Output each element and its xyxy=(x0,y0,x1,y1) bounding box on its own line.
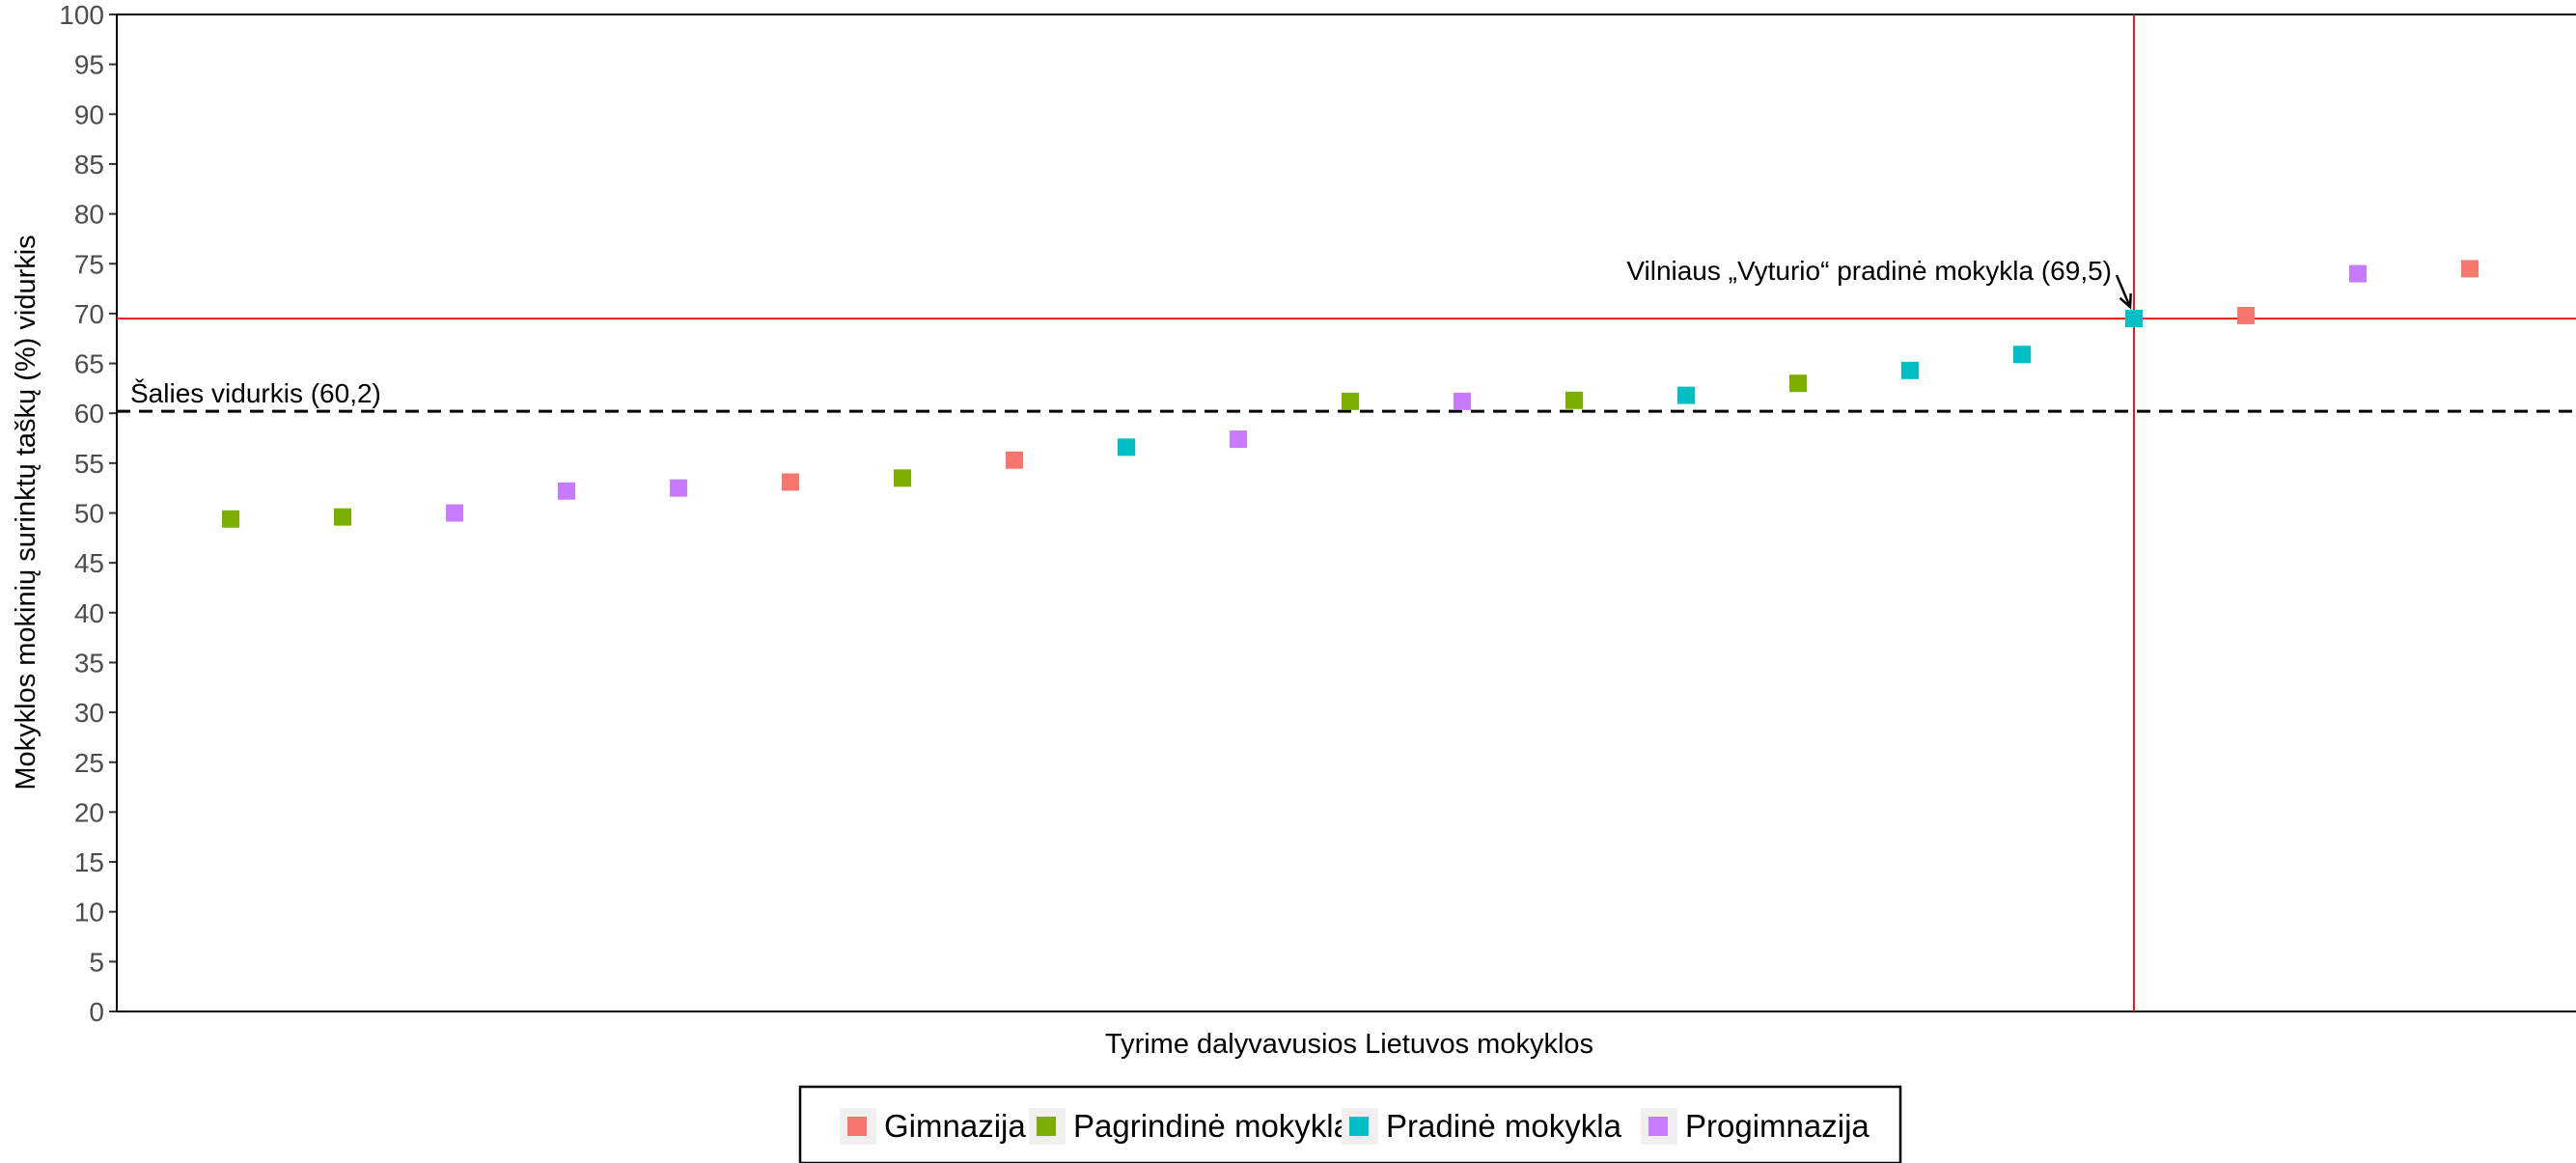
data-point xyxy=(894,469,911,487)
data-point xyxy=(1454,392,1471,410)
y-tick-label: 70 xyxy=(74,299,104,329)
data-point xyxy=(1901,361,1919,379)
y-axis: 0 5 10 15 20 25 30 35 40 45 50 55 60 65 70 75 80 85 90 95 10… xyxy=(59,0,117,1027)
y-tick-label: 45 xyxy=(74,548,104,578)
national-average-label: Šalies vidurkis (60,2) xyxy=(130,378,381,408)
legend-key xyxy=(1037,1117,1056,1136)
data-point xyxy=(2125,310,2143,328)
y-tick-label: 0 xyxy=(89,997,104,1027)
y-tick-label: 60 xyxy=(74,399,104,429)
data-point xyxy=(1789,374,1807,393)
data-point xyxy=(222,510,239,528)
y-tick-label: 30 xyxy=(74,698,104,728)
y-tick-label: 40 xyxy=(74,598,104,628)
y-tick-label: 10 xyxy=(74,898,104,928)
legend-label: Gimnazija xyxy=(884,1108,1026,1144)
legend-label: Pagrindinė mokykla xyxy=(1073,1108,1352,1144)
data-point xyxy=(670,479,687,497)
data-points xyxy=(222,260,2479,528)
data-point xyxy=(2013,346,2031,364)
x-axis-title: Tyrime dalyvavusios Lietuvos mokyklos xyxy=(1105,1029,1593,1060)
data-point xyxy=(1230,430,1247,449)
data-point xyxy=(1565,391,1583,409)
data-point xyxy=(446,504,463,522)
y-tick-label: 65 xyxy=(74,349,104,379)
data-point xyxy=(334,508,351,526)
highlight-school-label: Vilniaus „Vyturio“ pradinė mokykla (69,5… xyxy=(1626,256,2112,286)
data-point xyxy=(558,482,575,500)
data-point xyxy=(1118,438,1135,457)
legend-key xyxy=(847,1117,867,1136)
y-tick-label: 50 xyxy=(74,499,104,529)
y-tick-label: 15 xyxy=(74,847,104,877)
y-tick-label: 100 xyxy=(59,0,104,30)
y-tick-label: 35 xyxy=(74,648,104,678)
data-point xyxy=(2349,264,2367,283)
legend-label: Progimnazija xyxy=(1685,1108,1870,1144)
y-tick-label: 5 xyxy=(89,947,104,977)
y-tick-label: 80 xyxy=(74,200,104,230)
data-point xyxy=(2461,260,2479,278)
data-point xyxy=(1677,386,1695,404)
legend-key xyxy=(1648,1117,1668,1136)
y-axis-title: Mokyklos mokinių surinktų taškų (%) vidu… xyxy=(11,235,42,789)
y-tick-label: 75 xyxy=(74,249,104,279)
data-point xyxy=(1006,451,1023,469)
y-tick-label: 20 xyxy=(74,797,104,827)
y-tick-label: 55 xyxy=(74,449,104,479)
legend-items: Gimnazija Pagrindinė mokykla Pradinė mokyk… xyxy=(840,1108,1870,1145)
y-tick-label: 25 xyxy=(74,748,104,778)
legend-key xyxy=(1349,1117,1369,1136)
data-point xyxy=(782,473,799,491)
data-point xyxy=(2237,306,2255,324)
highlight-arrow xyxy=(2115,274,2132,310)
legend-label: Pradinė mokykla xyxy=(1386,1108,1622,1144)
y-tick-label: 95 xyxy=(74,50,104,80)
y-tick-label: 90 xyxy=(74,99,104,129)
data-point xyxy=(1342,392,1359,410)
y-tick-label: 85 xyxy=(74,150,104,180)
legend: Gimnazija Pagrindinė mokykla Pradinė mokyk… xyxy=(798,1085,1902,1163)
